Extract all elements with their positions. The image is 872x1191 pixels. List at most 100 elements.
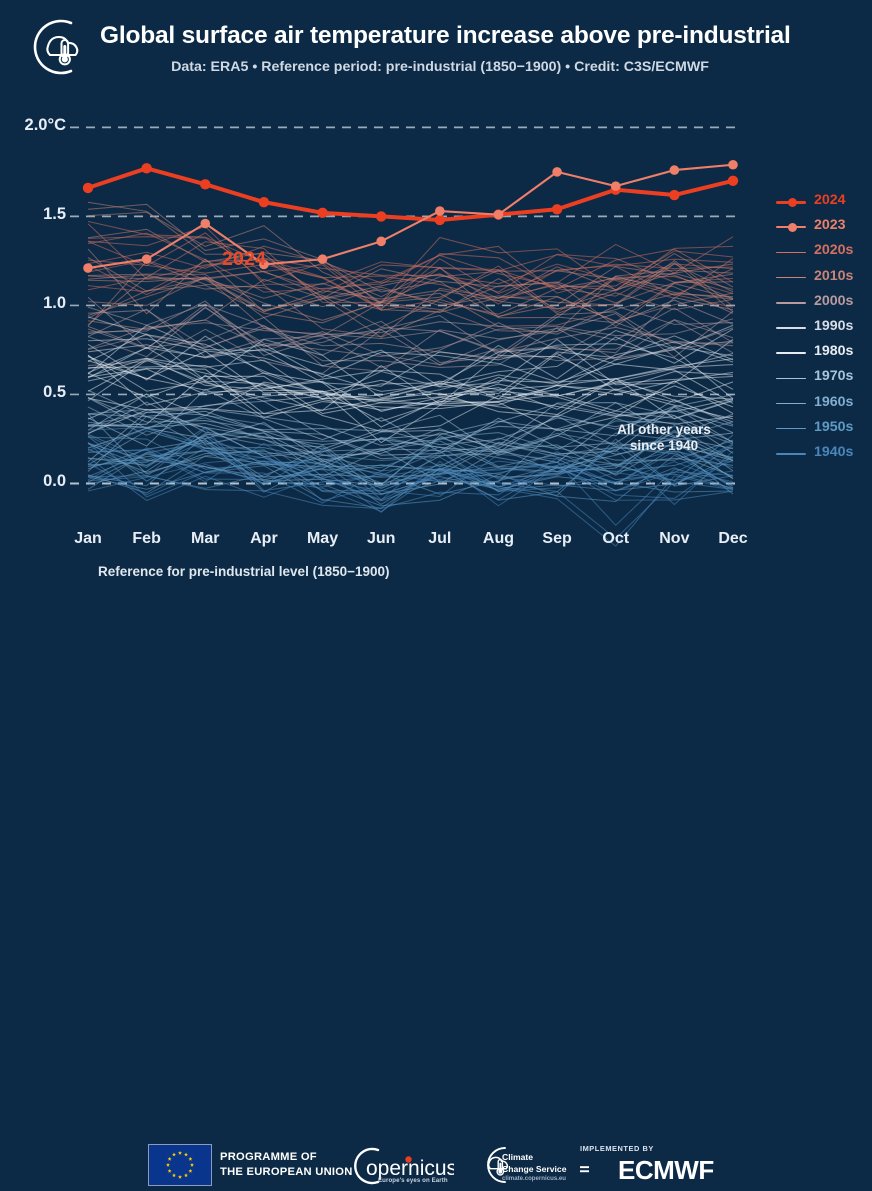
background-year-line <box>87 354 734 422</box>
legend-label: 2023 <box>814 217 846 234</box>
legend-item-2023[interactable]: 2023 <box>776 215 872 240</box>
x-axis-tick-label-feb: Feb <box>132 530 161 547</box>
legend-swatch <box>776 327 806 329</box>
legend-item-2000s[interactable]: 2000s <box>776 291 872 316</box>
legend-item-2024[interactable]: 2024 <box>776 190 872 215</box>
legend-marker-dot <box>788 197 797 207</box>
background-year-line <box>87 275 734 337</box>
x-axis-tick-label-may: May <box>306 530 339 547</box>
data-point-2024 <box>141 163 152 174</box>
legend-label: 1960s <box>814 393 854 410</box>
legend-item-1950s[interactable]: 1950s <box>776 417 872 442</box>
x-axis-tick-label-sep: Sep <box>542 530 572 547</box>
eu-star <box>166 1162 170 1167</box>
background-year-line <box>87 303 734 364</box>
background-year-line <box>87 259 734 297</box>
legend-label: 2020s <box>814 242 854 259</box>
data-point-2023 <box>141 254 152 264</box>
background-year-line <box>87 303 734 368</box>
background-year-line <box>87 310 734 372</box>
data-point-2023 <box>669 165 680 175</box>
background-year-line <box>87 367 734 418</box>
legend-item-1980s[interactable]: 1980s <box>776 341 872 366</box>
c3s-line1: Climate <box>502 1152 534 1162</box>
eu-star <box>172 1173 176 1178</box>
legend-swatch <box>776 402 806 405</box>
background-year-line <box>87 305 734 358</box>
y-axis-tick-label: 1.0 <box>43 294 66 313</box>
background-year-line <box>87 346 734 406</box>
background-year-line <box>87 448 734 540</box>
background-year-line <box>87 316 734 400</box>
x-axis-tick-label-dec: Dec <box>718 530 748 547</box>
background-year-line <box>87 460 734 492</box>
background-year-line <box>87 260 734 327</box>
annotation-other-years: All other years since 1940 <box>604 422 724 454</box>
y-axis-tick-label: 0.0 <box>43 472 66 491</box>
background-year-line <box>87 265 734 328</box>
legend-swatch <box>776 276 806 279</box>
background-year-line <box>87 456 734 502</box>
legend-item-1960s[interactable]: 1960s <box>776 392 872 417</box>
annotation-reference-line: Reference for pre-industrial level (1850… <box>98 564 390 579</box>
chart-subtitle: Data: ERA5 • Reference period: pre-indus… <box>171 59 709 75</box>
background-year-line <box>87 457 734 510</box>
background-year-line <box>87 270 734 321</box>
eu-star <box>167 1168 172 1173</box>
data-point-2024 <box>82 182 94 194</box>
eu-programme-text: PROGRAMME OF THE EUROPEAN UNION <box>220 1150 353 1180</box>
y-axis-tick-label: 0.5 <box>43 383 66 402</box>
background-year-line <box>87 300 734 357</box>
background-year-line <box>87 439 734 487</box>
legend-swatch <box>776 377 806 380</box>
eu-star <box>167 1156 172 1161</box>
background-year-line <box>87 449 734 506</box>
background-year-line <box>87 284 734 327</box>
annotation-2024: 2024 <box>222 248 267 270</box>
eu-star <box>190 1162 194 1167</box>
background-year-line <box>87 350 734 410</box>
footer-logos: PROGRAMME OF THE EUROPEAN UNION opernicu… <box>0 566 872 1186</box>
data-point-2024 <box>375 211 387 222</box>
legend-marker-dot <box>788 222 797 232</box>
data-point-2024 <box>727 175 739 186</box>
legend-item-2020s[interactable]: 2020s <box>776 240 872 265</box>
annotation-other-years-line2: since 1940 <box>629 437 699 453</box>
background-year-line <box>87 396 734 456</box>
background-year-line <box>87 333 734 399</box>
background-year-line <box>87 319 734 366</box>
series-line-2024 <box>86 166 735 222</box>
y-axis-tick-label: 2.0°C <box>24 116 66 135</box>
legend-label: 2000s <box>814 292 854 309</box>
legend-label: 1990s <box>814 317 854 334</box>
background-year-line <box>87 447 734 547</box>
svg-text:ECMWF: ECMWF <box>618 1155 714 1183</box>
background-year-line <box>87 324 734 390</box>
data-point-2023 <box>259 259 269 270</box>
legend-item-1990s[interactable]: 1990s <box>776 316 872 341</box>
temperature-line-chart <box>70 126 740 547</box>
data-point-2024 <box>434 214 446 226</box>
background-year-line <box>87 354 734 411</box>
legend-item-1940s[interactable]: 1940s <box>776 442 872 467</box>
eu-star <box>178 1174 182 1179</box>
x-axis-tick-label-mar: Mar <box>191 530 220 547</box>
eu-star <box>184 1173 188 1178</box>
legend-item-1970s[interactable]: 1970s <box>776 366 872 391</box>
background-year-line <box>87 441 734 513</box>
legend-swatch <box>776 301 806 304</box>
data-point-2024 <box>551 204 563 215</box>
legend-label: 1980s <box>814 343 854 360</box>
eu-star <box>178 1150 182 1155</box>
eu-star <box>172 1152 176 1157</box>
background-year-line <box>87 442 734 493</box>
chart-header: Global surface air temperature increase … <box>0 0 872 96</box>
eu-star <box>188 1156 193 1161</box>
background-year-line <box>87 406 734 472</box>
data-point-2024 <box>258 196 270 208</box>
european-union-flag-icon <box>148 1144 212 1186</box>
legend-item-2010s[interactable]: 2010s <box>776 266 872 291</box>
background-year-line <box>87 450 734 491</box>
x-axis-tick-label-oct: Oct <box>602 530 630 547</box>
background-year-line <box>87 372 734 420</box>
